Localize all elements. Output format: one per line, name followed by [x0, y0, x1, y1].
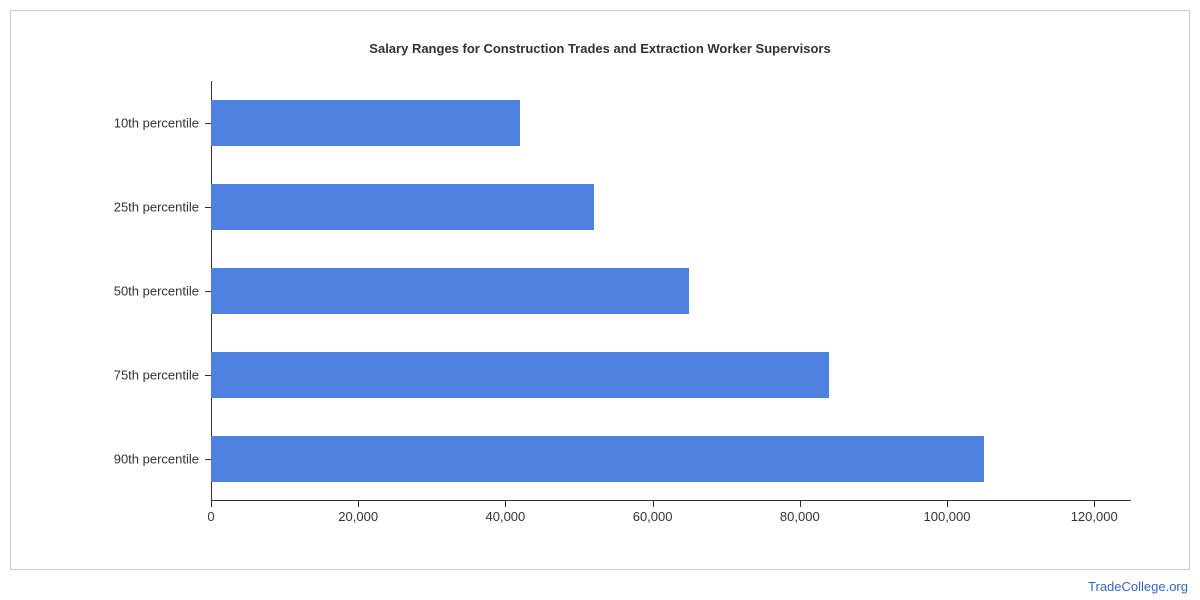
y-tick	[205, 459, 211, 460]
x-axis-label: 100,000	[924, 501, 971, 524]
y-tick	[205, 375, 211, 376]
bar	[211, 100, 520, 146]
x-axis-label: 20,000	[338, 501, 378, 524]
bar	[211, 268, 689, 314]
bar	[211, 184, 594, 230]
chart-frame: Salary Ranges for Construction Trades an…	[10, 10, 1190, 570]
y-axis-label: 50th percentile	[114, 284, 211, 299]
y-axis-label: 10th percentile	[114, 116, 211, 131]
chart-plot-area: 10th percentile25th percentile50th perce…	[211, 81, 1131, 501]
x-axis-label: 120,000	[1071, 501, 1118, 524]
y-axis-label: 75th percentile	[114, 368, 211, 383]
attribution-link[interactable]: TradeCollege.org	[1088, 579, 1188, 594]
x-axis-label: 0	[207, 501, 214, 524]
chart-title: Salary Ranges for Construction Trades an…	[11, 41, 1189, 56]
y-tick	[205, 207, 211, 208]
bar	[211, 352, 829, 398]
y-axis-label: 25th percentile	[114, 200, 211, 215]
x-axis-label: 60,000	[633, 501, 673, 524]
y-axis-label: 90th percentile	[114, 452, 211, 467]
bar	[211, 436, 984, 482]
x-axis-label: 80,000	[780, 501, 820, 524]
x-axis-label: 40,000	[486, 501, 526, 524]
y-tick	[205, 123, 211, 124]
y-tick	[205, 291, 211, 292]
